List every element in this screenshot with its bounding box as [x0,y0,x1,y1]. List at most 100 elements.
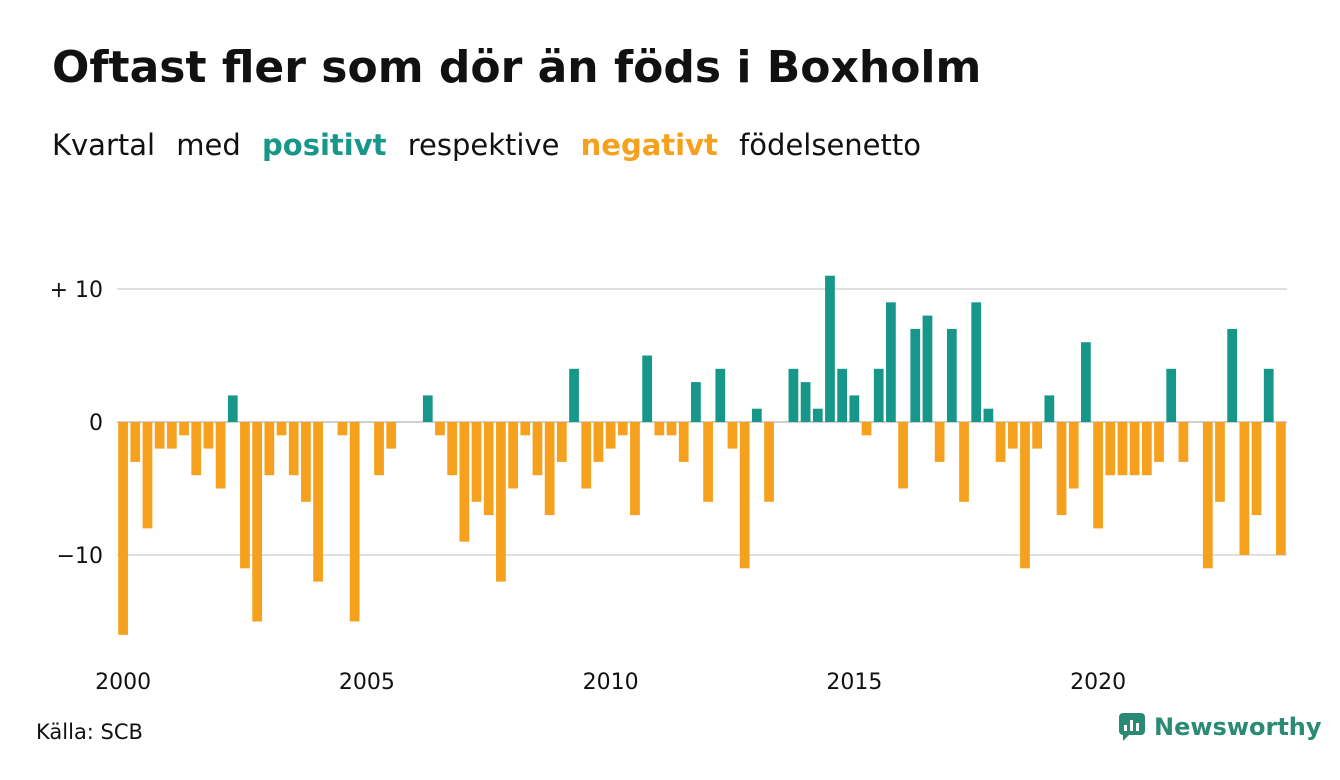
x-tick-label-4: 2020 [1070,670,1126,695]
bar-51 [739,422,750,569]
bar-33 [520,422,531,436]
bar-45 [666,422,677,436]
y-tick-label-2: −10 [57,544,103,569]
chart-bars [118,275,1286,635]
bar-67 [934,422,945,462]
bar-80 [1093,422,1103,529]
bar-11 [252,422,263,622]
bar-18 [337,422,348,436]
bar-56 [800,382,811,422]
newsworthy-logo: Newsworthy [1118,712,1322,742]
bar-39 [593,422,604,462]
bar-93 [1251,422,1262,516]
bar-34 [532,422,543,476]
bar-19 [349,422,360,622]
y-tick-label-0: + 10 [50,278,103,303]
bar-46 [678,422,689,462]
bar-85 [1154,422,1164,462]
bar-42 [630,422,640,516]
bar-66 [922,315,933,422]
bar-9 [227,395,238,422]
bar-63 [886,302,896,422]
y-tick-label-1: 0 [89,411,103,436]
bar-74 [1020,422,1030,569]
bar-30 [483,422,494,516]
bar-57 [812,408,823,422]
bar-78 [1068,422,1079,489]
bar-38 [581,422,592,489]
bar-83 [1129,422,1140,476]
bar-48 [703,422,713,502]
bar-71 [983,408,994,422]
bar-49 [715,368,726,422]
bar-7 [203,422,214,449]
bar-52 [751,408,762,422]
bar-1 [130,422,141,462]
bar-44 [654,422,665,436]
newsworthy-icon [1119,713,1145,741]
bar-91 [1227,328,1238,422]
bar-65 [910,328,921,422]
bar-95 [1276,422,1286,555]
bar-61 [861,422,872,436]
bar-40 [605,422,616,449]
bar-29 [471,422,482,502]
bar-2 [142,422,153,529]
bar-94 [1263,368,1274,422]
bar-25 [422,395,433,422]
bar-92 [1239,422,1250,555]
subtitle-positive-word: positivt [262,128,387,162]
bar-15 [301,422,311,502]
bar-4 [166,422,177,449]
bar-76 [1044,395,1055,422]
bar-5 [179,422,189,436]
bar-64 [898,422,908,489]
bar-22 [386,422,397,449]
bar-47 [691,382,701,422]
bar-90 [1215,422,1225,502]
bar-86 [1166,368,1177,422]
x-axis-ticks: 2000 2005 2010 2015 2020 [95,670,1126,695]
bar-89 [1202,422,1213,569]
bar-79 [1081,342,1091,422]
bar-16 [313,422,323,582]
bar-81 [1105,422,1116,476]
bar-14 [288,422,299,476]
bar-84 [1141,422,1152,476]
chart-title: Oftast fler som dör än föds i Boxholm [52,42,982,93]
bar-68 [946,328,957,422]
bar-62 [873,368,884,422]
bar-12 [264,422,275,476]
bar-82 [1117,422,1128,476]
bar-36 [556,422,567,462]
bar-73 [1007,422,1018,449]
bar-41 [617,422,628,436]
x-tick-label-1: 2005 [339,670,395,695]
bar-58 [825,275,835,422]
y-axis-ticks: + 10 0 −10 [50,278,103,569]
x-tick-label-2: 2010 [583,670,639,695]
bar-72 [995,422,1006,462]
subtitle-part-1: Kvartal [52,128,156,162]
bar-35 [544,422,555,516]
x-tick-label-0: 2000 [95,670,151,695]
bar-6 [191,422,202,476]
bar-31 [496,422,506,582]
bar-87 [1178,422,1189,462]
bar-60 [849,395,860,422]
bar-75 [1032,422,1043,449]
chart-gridlines [117,288,1287,556]
bar-50 [727,422,738,449]
bar-43 [642,355,653,422]
bar-69 [959,422,969,502]
bar-10 [240,422,250,569]
bar-21 [374,422,384,476]
subtitle-part-2: med [176,128,241,162]
bar-26 [435,422,445,436]
bar-55 [788,368,799,422]
bar-0 [118,422,128,635]
bar-13 [276,422,287,436]
chart-subtitle: Kvartal med positivt respektive negativt… [52,128,933,162]
subtitle-negative-word: negativt [580,128,718,162]
